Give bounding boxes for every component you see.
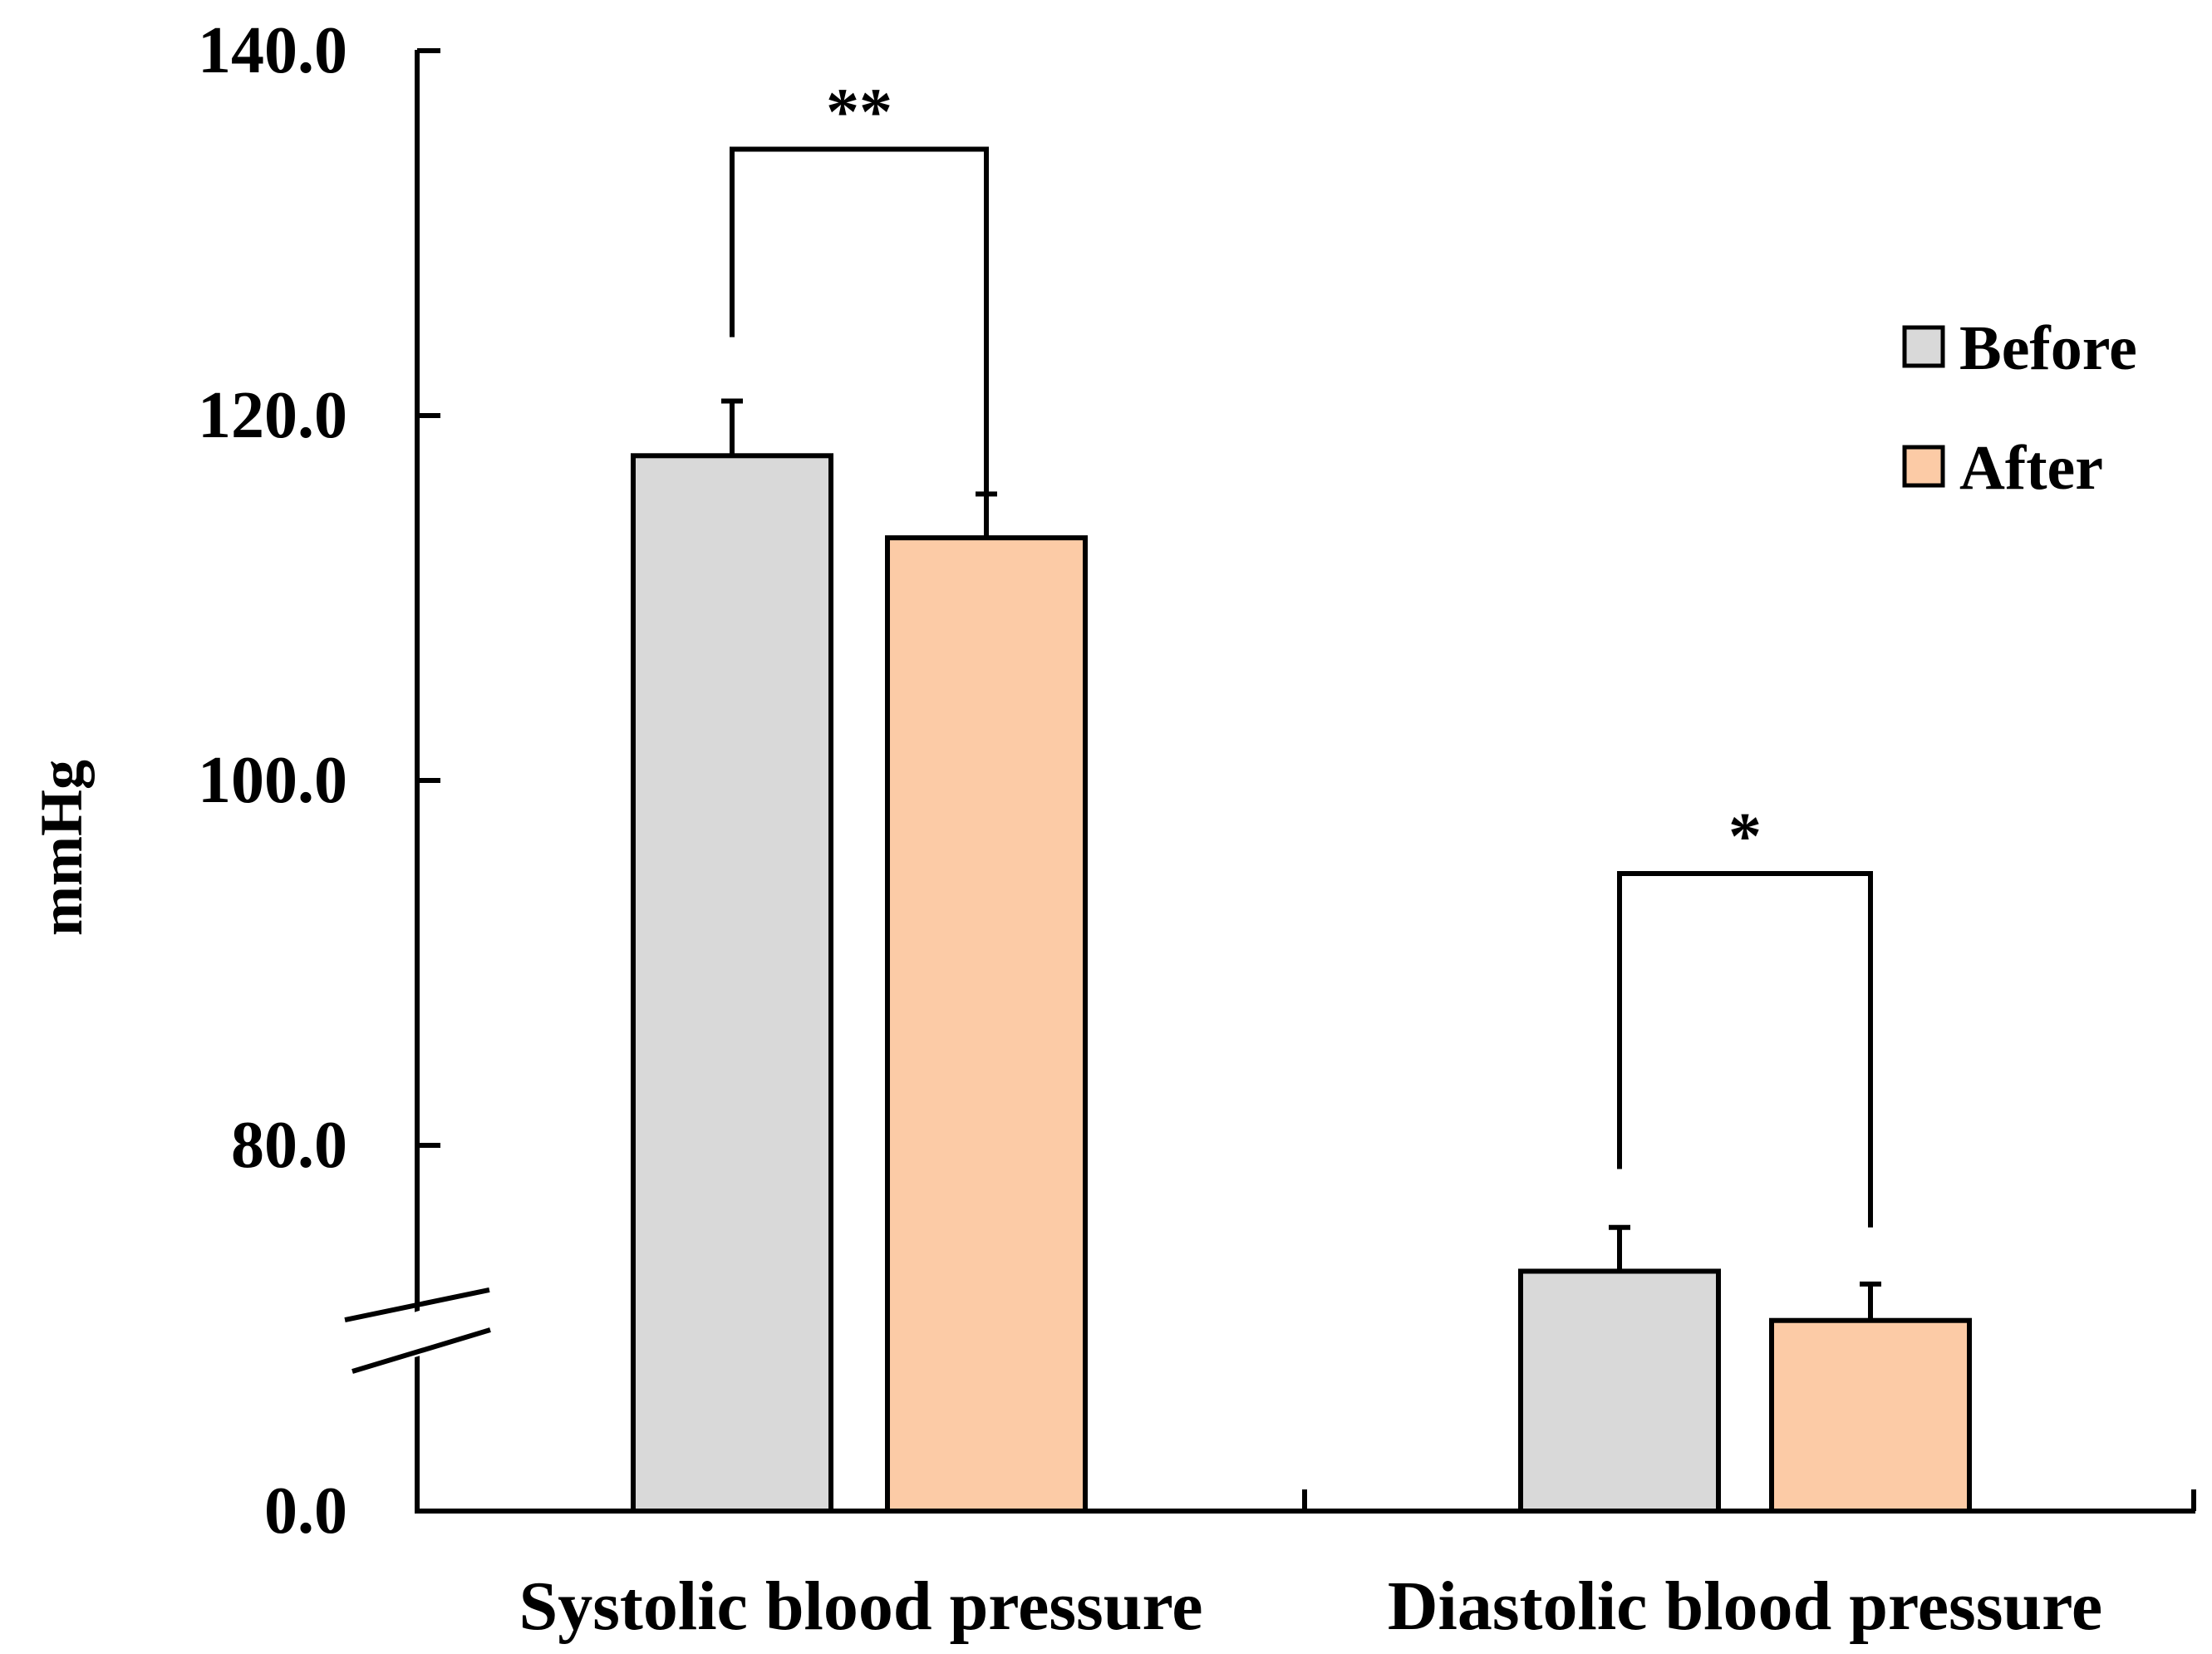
y-axis-label: mmHg [28,760,95,936]
significance-bracket-0 [730,146,989,525]
x-tick-label-1: Diastolic blood pressure [1388,1568,2102,1645]
y-tick-label-3: 120.0 [198,379,347,452]
significance-label-0: ** [826,76,892,150]
bar-0-1 [885,535,1088,1514]
x-tick-label-0: Systolic blood pressure [519,1568,1202,1645]
legend: Before After [1902,313,2137,503]
y-tick-label-1: 80.0 [231,1109,347,1182]
bar-1-0 [1518,1268,1721,1514]
significance-bracket-1 [1617,870,1873,1228]
bar-0-0 [631,453,833,1514]
bars [631,398,1972,1514]
bar-1-1 [1769,1317,1972,1514]
y-tick-label-2: 100.0 [198,744,347,817]
legend-label-before: Before [1959,313,2137,383]
x-tick-labels: Systolic blood pressure Diastolic blood p… [519,1568,2102,1645]
axes [342,50,2196,1514]
legend-swatch-before [1902,325,1945,368]
significance-label-1: * [1728,800,1762,874]
significance-annotations: *** [730,76,1873,1228]
legend-label-after: After [1959,433,2103,503]
y-ticks: 0.0 80.0 100.0 120.0 140.0 [198,14,440,1548]
legend-swatch-after [1902,445,1945,488]
y-tick-label-0: 0.0 [264,1474,347,1548]
y-tick-label-4: 140.0 [198,14,347,87]
axis-break-marker [342,1287,498,1376]
